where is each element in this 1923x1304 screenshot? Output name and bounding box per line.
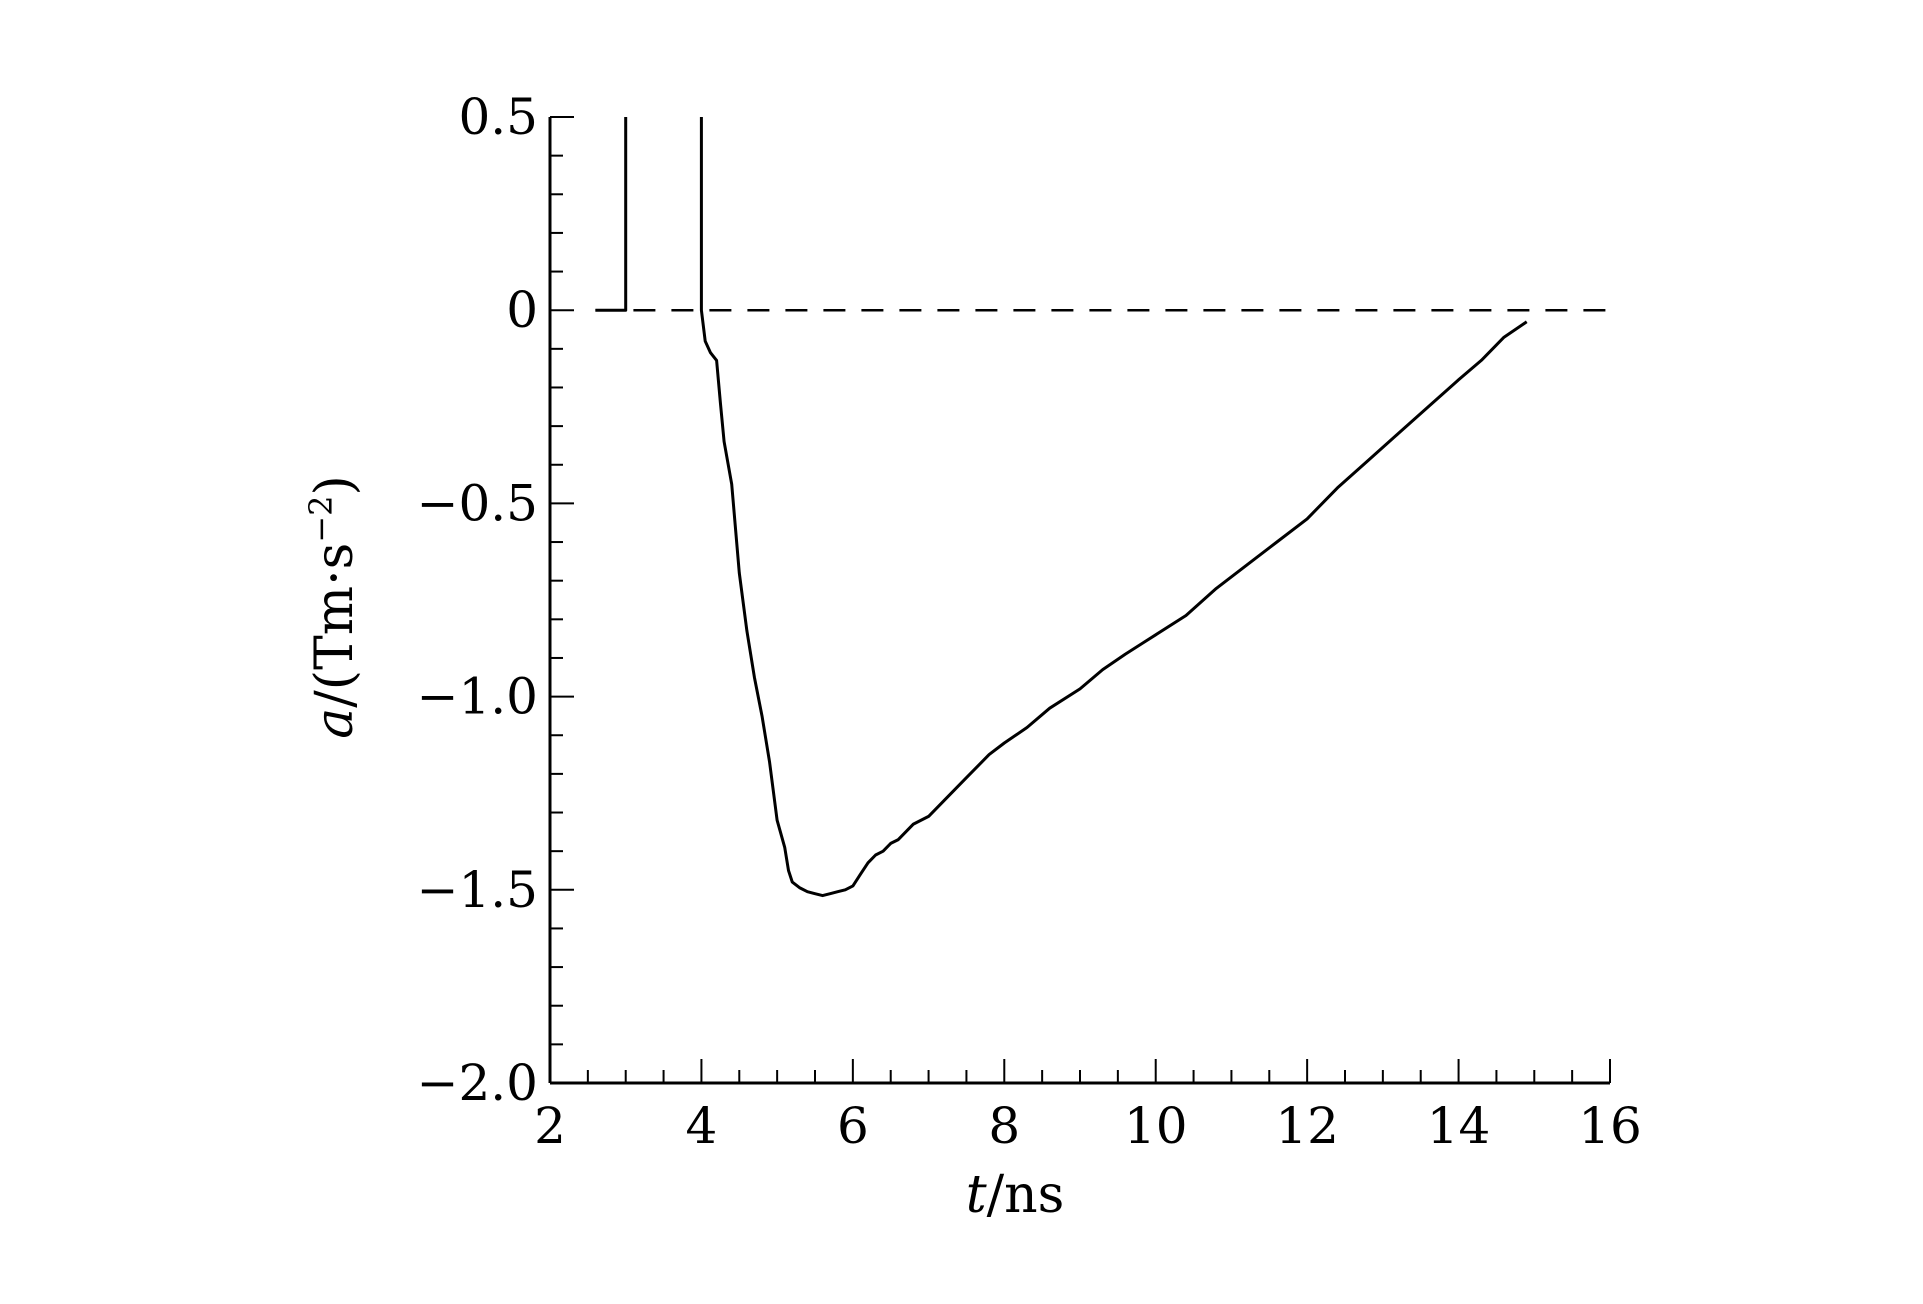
- y-axis-label-close: ): [305, 475, 365, 495]
- y-tick-label: −1.0: [417, 668, 538, 726]
- series-layer: [595, 117, 1610, 898]
- y-tick-label: 0: [506, 281, 538, 339]
- x-tick-label: 16: [1578, 1097, 1642, 1155]
- y-axis-label-rest: /(Tm·s: [305, 543, 365, 708]
- y-axis-label-sup: −2: [302, 496, 340, 543]
- y-axis-label: a/(Tm·s−2): [302, 475, 365, 739]
- x-tick-label: 14: [1427, 1097, 1491, 1155]
- x-tick-label: 8: [988, 1097, 1020, 1155]
- axes-layer: [548, 117, 1610, 1085]
- series-line-2: [699, 117, 1528, 898]
- x-axis-label: t/ns: [966, 1165, 1065, 1225]
- x-axis-label-italic: t: [966, 1165, 987, 1225]
- y-tick-label: −0.5: [417, 474, 538, 532]
- y-axis-label-italic: a: [305, 708, 365, 739]
- y-tick-label: 0.5: [458, 88, 538, 146]
- x-tick-label: 6: [837, 1097, 869, 1155]
- x-tick-label: 2: [534, 1097, 566, 1155]
- x-tick-label: 4: [686, 1097, 718, 1155]
- x-axis-label-rest: /ns: [987, 1165, 1065, 1225]
- y-tick-label: −2.0: [417, 1054, 538, 1112]
- y-tick-label: −1.5: [417, 861, 538, 919]
- series-line-1: [595, 117, 628, 312]
- x-tick-label: 12: [1275, 1097, 1339, 1155]
- x-tick-label: 10: [1124, 1097, 1188, 1155]
- ticks-layer: 0.5 0 −0.5 −1.0 −1.5 −2.02 4 6 8 10 12 14 16: [417, 88, 1642, 1155]
